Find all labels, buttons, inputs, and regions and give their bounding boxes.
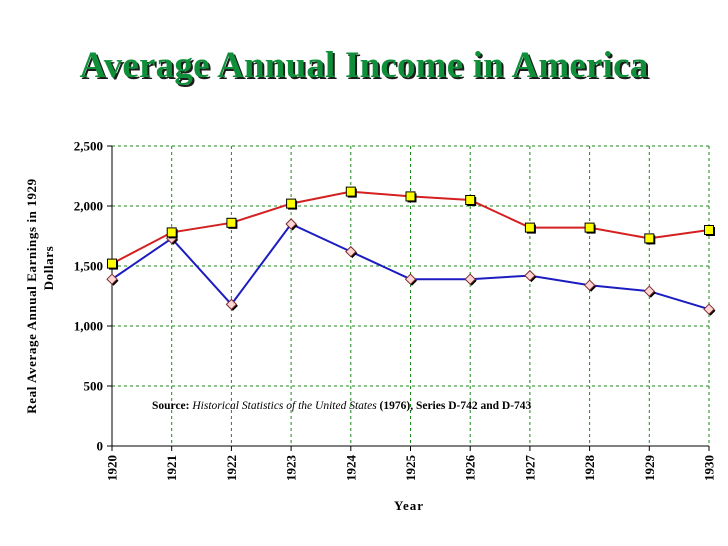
data-point xyxy=(107,258,117,269)
y-axis-ticks: 0 500 1,000 1,500 2,000 2,500 xyxy=(74,139,112,454)
data-point xyxy=(286,198,297,209)
y-tick-label: 0 xyxy=(97,439,104,454)
data-point xyxy=(226,217,237,228)
source-italic: Historical Statistics of the United Stat… xyxy=(191,400,377,412)
y-tick-label: 1,000 xyxy=(74,319,103,334)
data-point xyxy=(465,195,476,205)
x-tick-label: 1921 xyxy=(164,455,179,481)
data-point xyxy=(464,273,476,285)
x-tick-label: 1925 xyxy=(403,455,418,482)
x-axis-ticks: 1920 1921 1922 1923 1924 1925 1926 1927 1928 1929… xyxy=(105,446,717,481)
y-tick-label: 2,500 xyxy=(74,139,103,154)
data-point xyxy=(345,186,356,197)
x-tick-label: 1923 xyxy=(284,455,299,482)
data-series xyxy=(106,186,716,316)
data-point xyxy=(106,273,118,285)
source-suffix: (1976), Series D-742 and D-743 xyxy=(377,400,532,412)
x-tick-label: 1920 xyxy=(105,455,120,481)
data-point xyxy=(404,273,417,285)
x-tick-label: 1926 xyxy=(463,455,478,482)
data-point xyxy=(583,279,596,291)
data-point xyxy=(703,303,715,315)
y-tick-label: 500 xyxy=(84,379,104,394)
data-point xyxy=(584,222,595,233)
y-tick-label: 1,500 xyxy=(74,259,103,274)
x-axis-label: Year xyxy=(394,498,424,513)
source-annotation: Source: Historical Statistics of the Uni… xyxy=(152,400,532,412)
data-point xyxy=(405,191,416,202)
y-axis-label-line1: Real Average Annual Earnings in 1929 xyxy=(24,178,39,414)
data-point xyxy=(225,298,238,311)
chart-title: Average Annual Income in America xyxy=(79,45,649,86)
x-tick-label: 1924 xyxy=(343,455,358,482)
x-tick-label: 1927 xyxy=(522,455,537,482)
series-series-d-742 xyxy=(107,186,715,270)
y-tick-label: 2,000 xyxy=(74,199,103,214)
y-axis-label-line2: Dollars xyxy=(41,246,56,291)
x-tick-label: 1922 xyxy=(224,455,239,481)
series-series-d-743 xyxy=(106,218,716,316)
data-point xyxy=(285,218,297,230)
x-tick-label: 1929 xyxy=(642,455,657,482)
x-tick-label: 1930 xyxy=(702,455,717,481)
data-point xyxy=(644,233,655,244)
data-point xyxy=(524,222,535,233)
data-point xyxy=(643,285,656,297)
x-tick-label: 1928 xyxy=(582,455,597,482)
data-point xyxy=(524,269,536,282)
source-prefix: Source: xyxy=(152,400,192,412)
data-point xyxy=(166,227,177,238)
data-point xyxy=(345,245,357,258)
data-point xyxy=(704,225,714,235)
